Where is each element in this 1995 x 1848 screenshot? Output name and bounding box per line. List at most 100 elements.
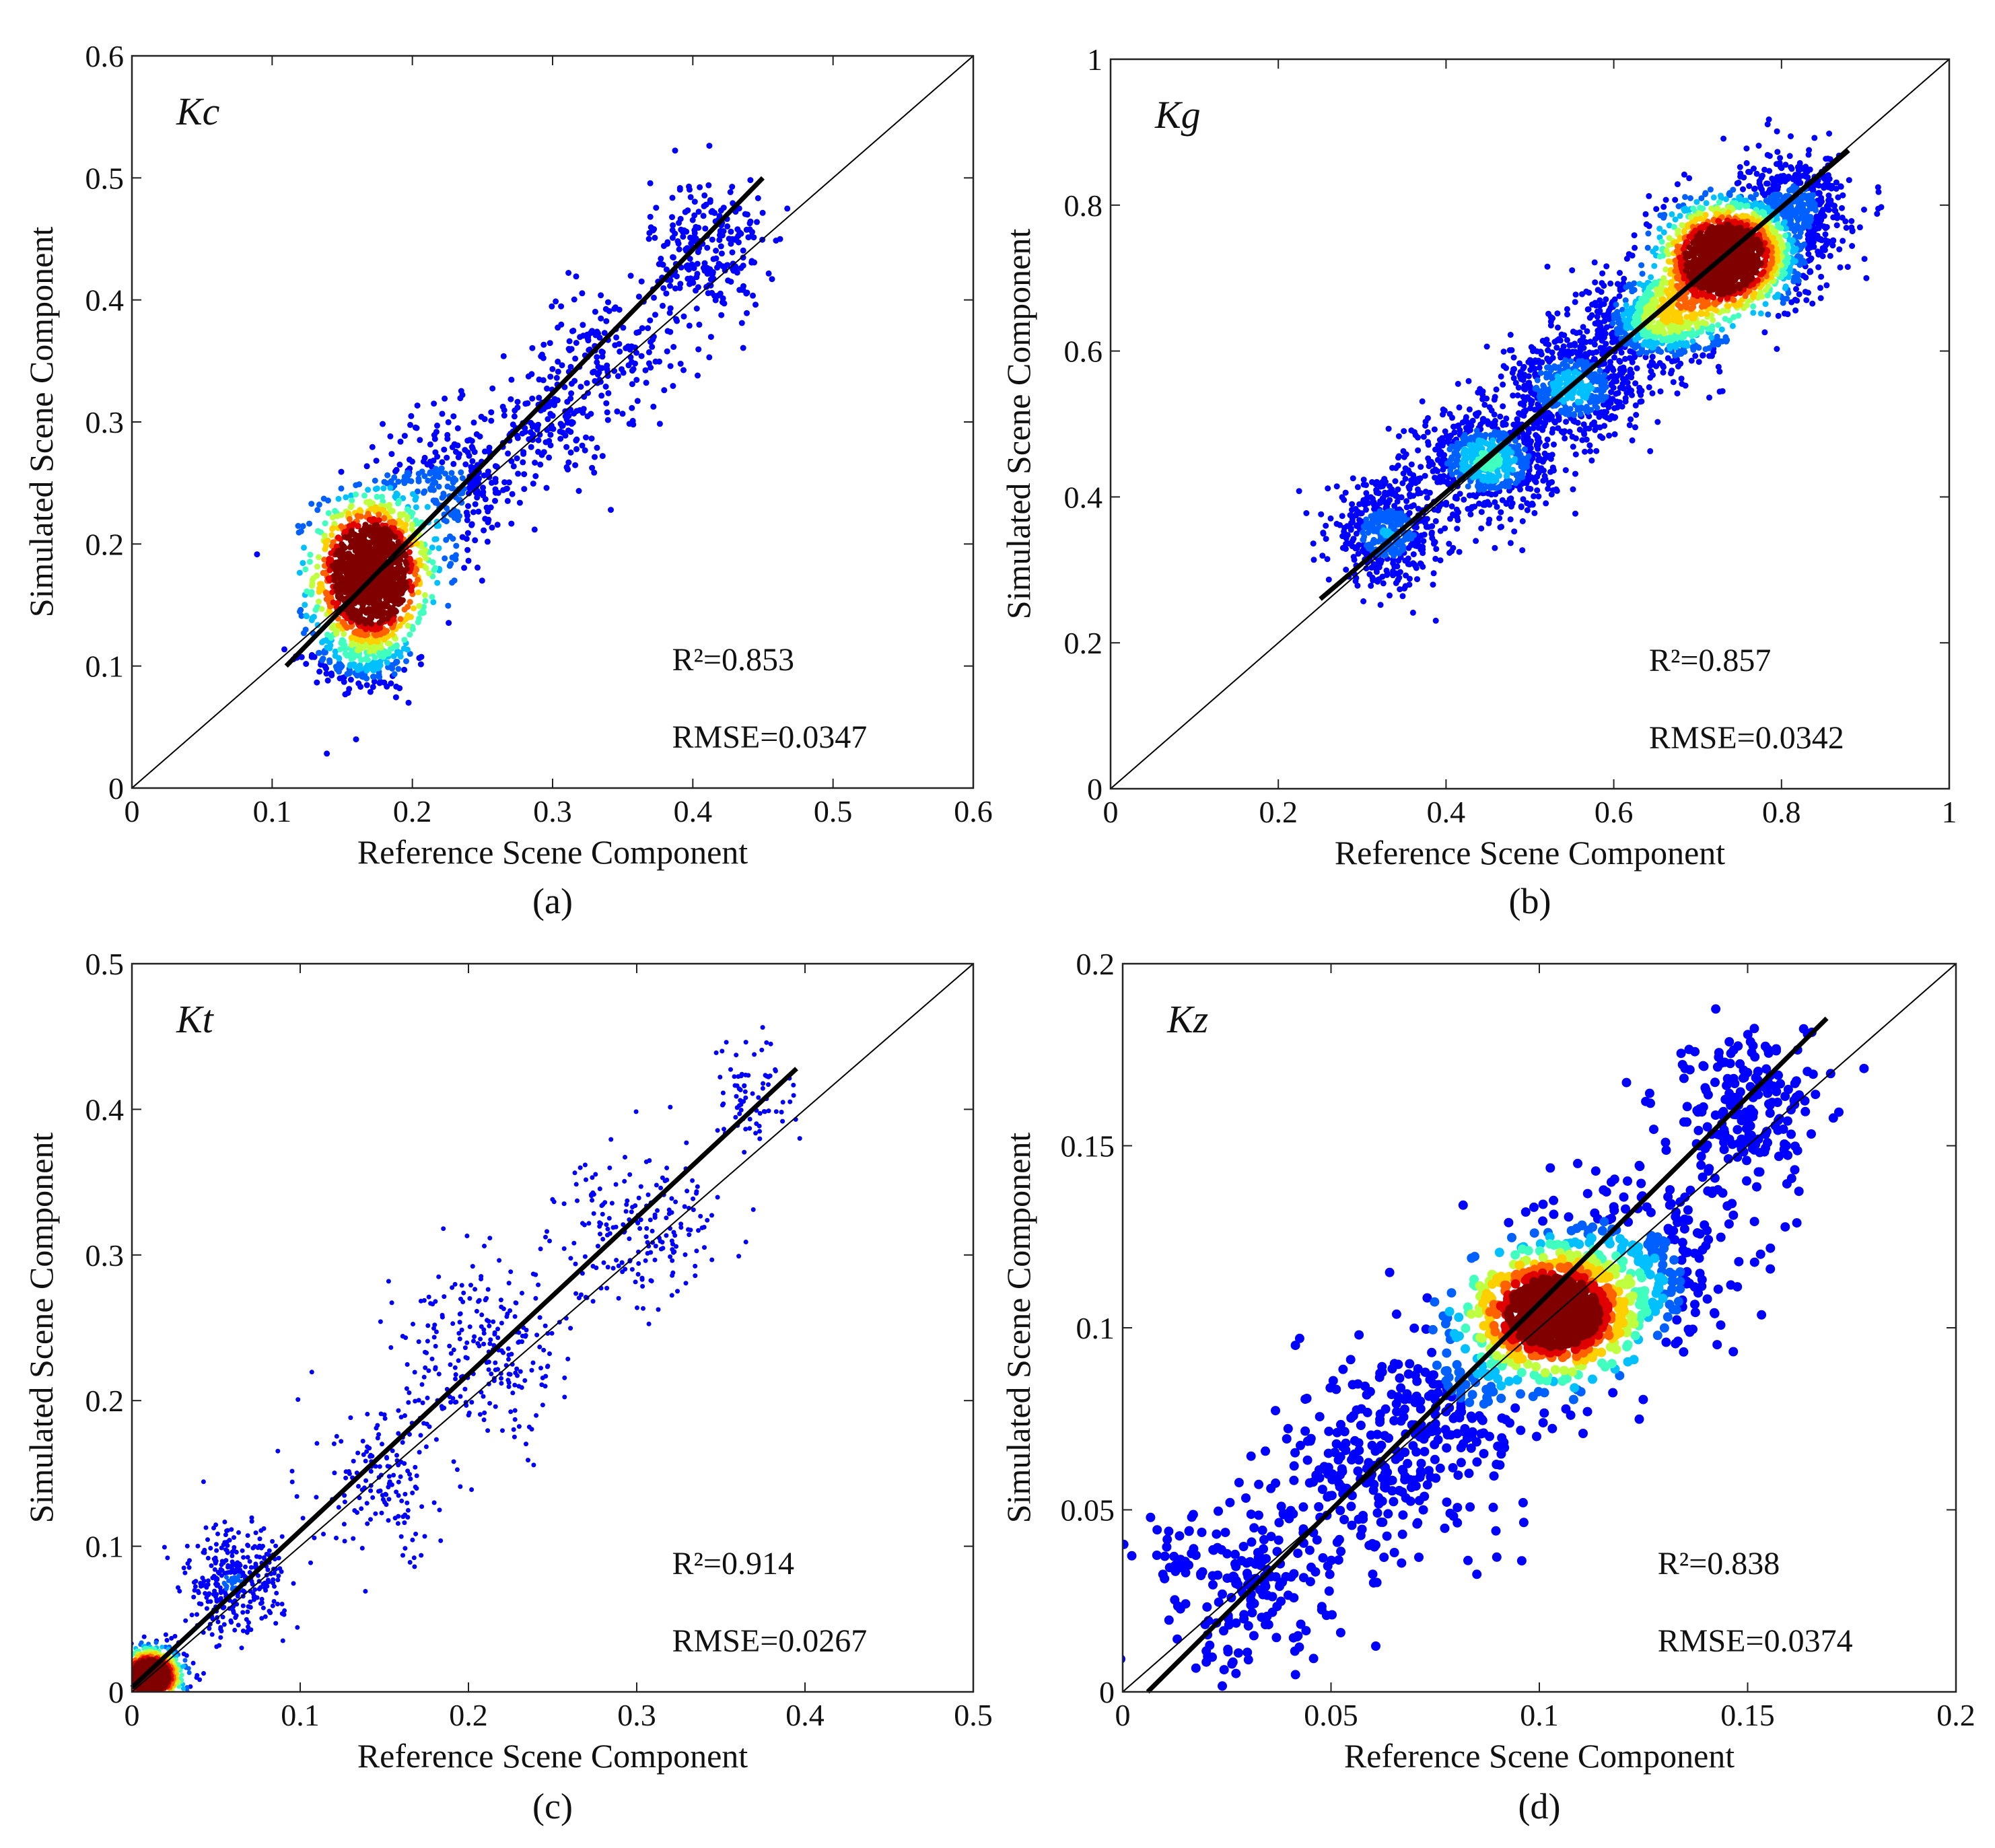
data-point — [355, 598, 361, 605]
data-point — [408, 478, 415, 485]
data-point — [363, 463, 370, 470]
data-point — [1647, 448, 1654, 454]
data-point — [1521, 439, 1528, 446]
data-point — [450, 479, 456, 486]
data-point — [1802, 289, 1809, 295]
data-point — [481, 448, 488, 455]
data-point — [664, 239, 671, 246]
data-point — [1793, 214, 1800, 220]
data-point — [1830, 237, 1837, 244]
data-point — [1568, 358, 1574, 365]
data-point — [1353, 530, 1360, 537]
data-point — [1669, 367, 1675, 374]
data-point — [1580, 421, 1587, 428]
data-point — [382, 571, 389, 577]
data-point — [377, 678, 384, 685]
data-point — [439, 459, 446, 466]
data-point — [1572, 451, 1579, 458]
data-point — [1611, 354, 1617, 361]
data-point — [694, 271, 701, 277]
data-point — [449, 444, 456, 450]
data-point — [416, 655, 423, 662]
data-point — [695, 209, 702, 215]
data-point — [1609, 320, 1616, 327]
data-point — [1815, 264, 1822, 271]
data-point — [1633, 412, 1640, 418]
data-point — [357, 544, 364, 550]
data-point — [677, 361, 684, 367]
data-point — [1572, 299, 1578, 306]
data-point — [306, 559, 313, 565]
data-point — [417, 661, 424, 668]
data-point — [407, 421, 413, 428]
data-point — [594, 444, 600, 451]
data-point — [349, 606, 356, 612]
data-point — [427, 441, 433, 448]
data-point — [591, 368, 598, 375]
data-point — [1782, 178, 1788, 184]
data-point — [380, 552, 387, 559]
data-point — [1639, 271, 1646, 277]
data-point — [300, 523, 306, 530]
data-point — [728, 228, 734, 235]
data-point — [1806, 147, 1813, 153]
data-point — [1587, 339, 1594, 345]
data-point — [445, 474, 452, 481]
data-point — [718, 250, 725, 257]
data-point — [1500, 349, 1507, 355]
data-point — [1561, 332, 1568, 339]
data-point — [1503, 365, 1510, 371]
data-point — [380, 485, 387, 492]
data-point — [1385, 425, 1392, 432]
data-point — [348, 538, 354, 544]
data-point — [1631, 280, 1638, 287]
data-point — [405, 623, 411, 629]
data-point — [1534, 377, 1541, 384]
data-point — [544, 385, 550, 392]
data-point — [643, 380, 650, 386]
data-point — [745, 234, 752, 241]
data-point — [1418, 464, 1424, 470]
data-point — [676, 186, 683, 193]
data-point — [1656, 360, 1663, 366]
data-point — [1360, 598, 1367, 604]
data-point — [1822, 231, 1829, 238]
data-point — [1535, 446, 1541, 452]
data-point — [1693, 199, 1700, 205]
data-point — [1587, 374, 1594, 381]
data-point — [563, 443, 570, 450]
data-point — [466, 452, 473, 459]
data-point — [1520, 496, 1527, 503]
data-point — [1629, 437, 1636, 443]
data-point — [616, 306, 623, 313]
data-point — [1500, 381, 1506, 388]
data-point — [1390, 568, 1396, 575]
data-point — [689, 261, 695, 268]
data-point — [417, 437, 423, 443]
data-point — [393, 683, 400, 690]
data-point — [572, 462, 579, 468]
data-point — [342, 583, 349, 590]
data-point — [1529, 398, 1535, 404]
data-point — [666, 310, 673, 316]
data-point — [652, 358, 659, 365]
data-point — [355, 680, 362, 686]
data-point — [1761, 329, 1768, 336]
data-point — [298, 612, 305, 619]
data-point — [1549, 376, 1555, 382]
data-point — [1753, 170, 1760, 177]
data-point — [582, 447, 588, 454]
data-point — [599, 353, 606, 360]
data-point — [308, 501, 315, 507]
data-point — [298, 528, 304, 534]
data-point — [572, 355, 579, 362]
data-point — [1629, 252, 1636, 259]
data-point — [1433, 546, 1440, 553]
data-point — [384, 472, 391, 478]
data-point — [1415, 447, 1422, 454]
data-point — [1602, 330, 1609, 337]
data-point — [1549, 487, 1556, 493]
data-point — [466, 485, 473, 491]
data-point — [717, 290, 724, 297]
data-point — [1333, 483, 1340, 490]
